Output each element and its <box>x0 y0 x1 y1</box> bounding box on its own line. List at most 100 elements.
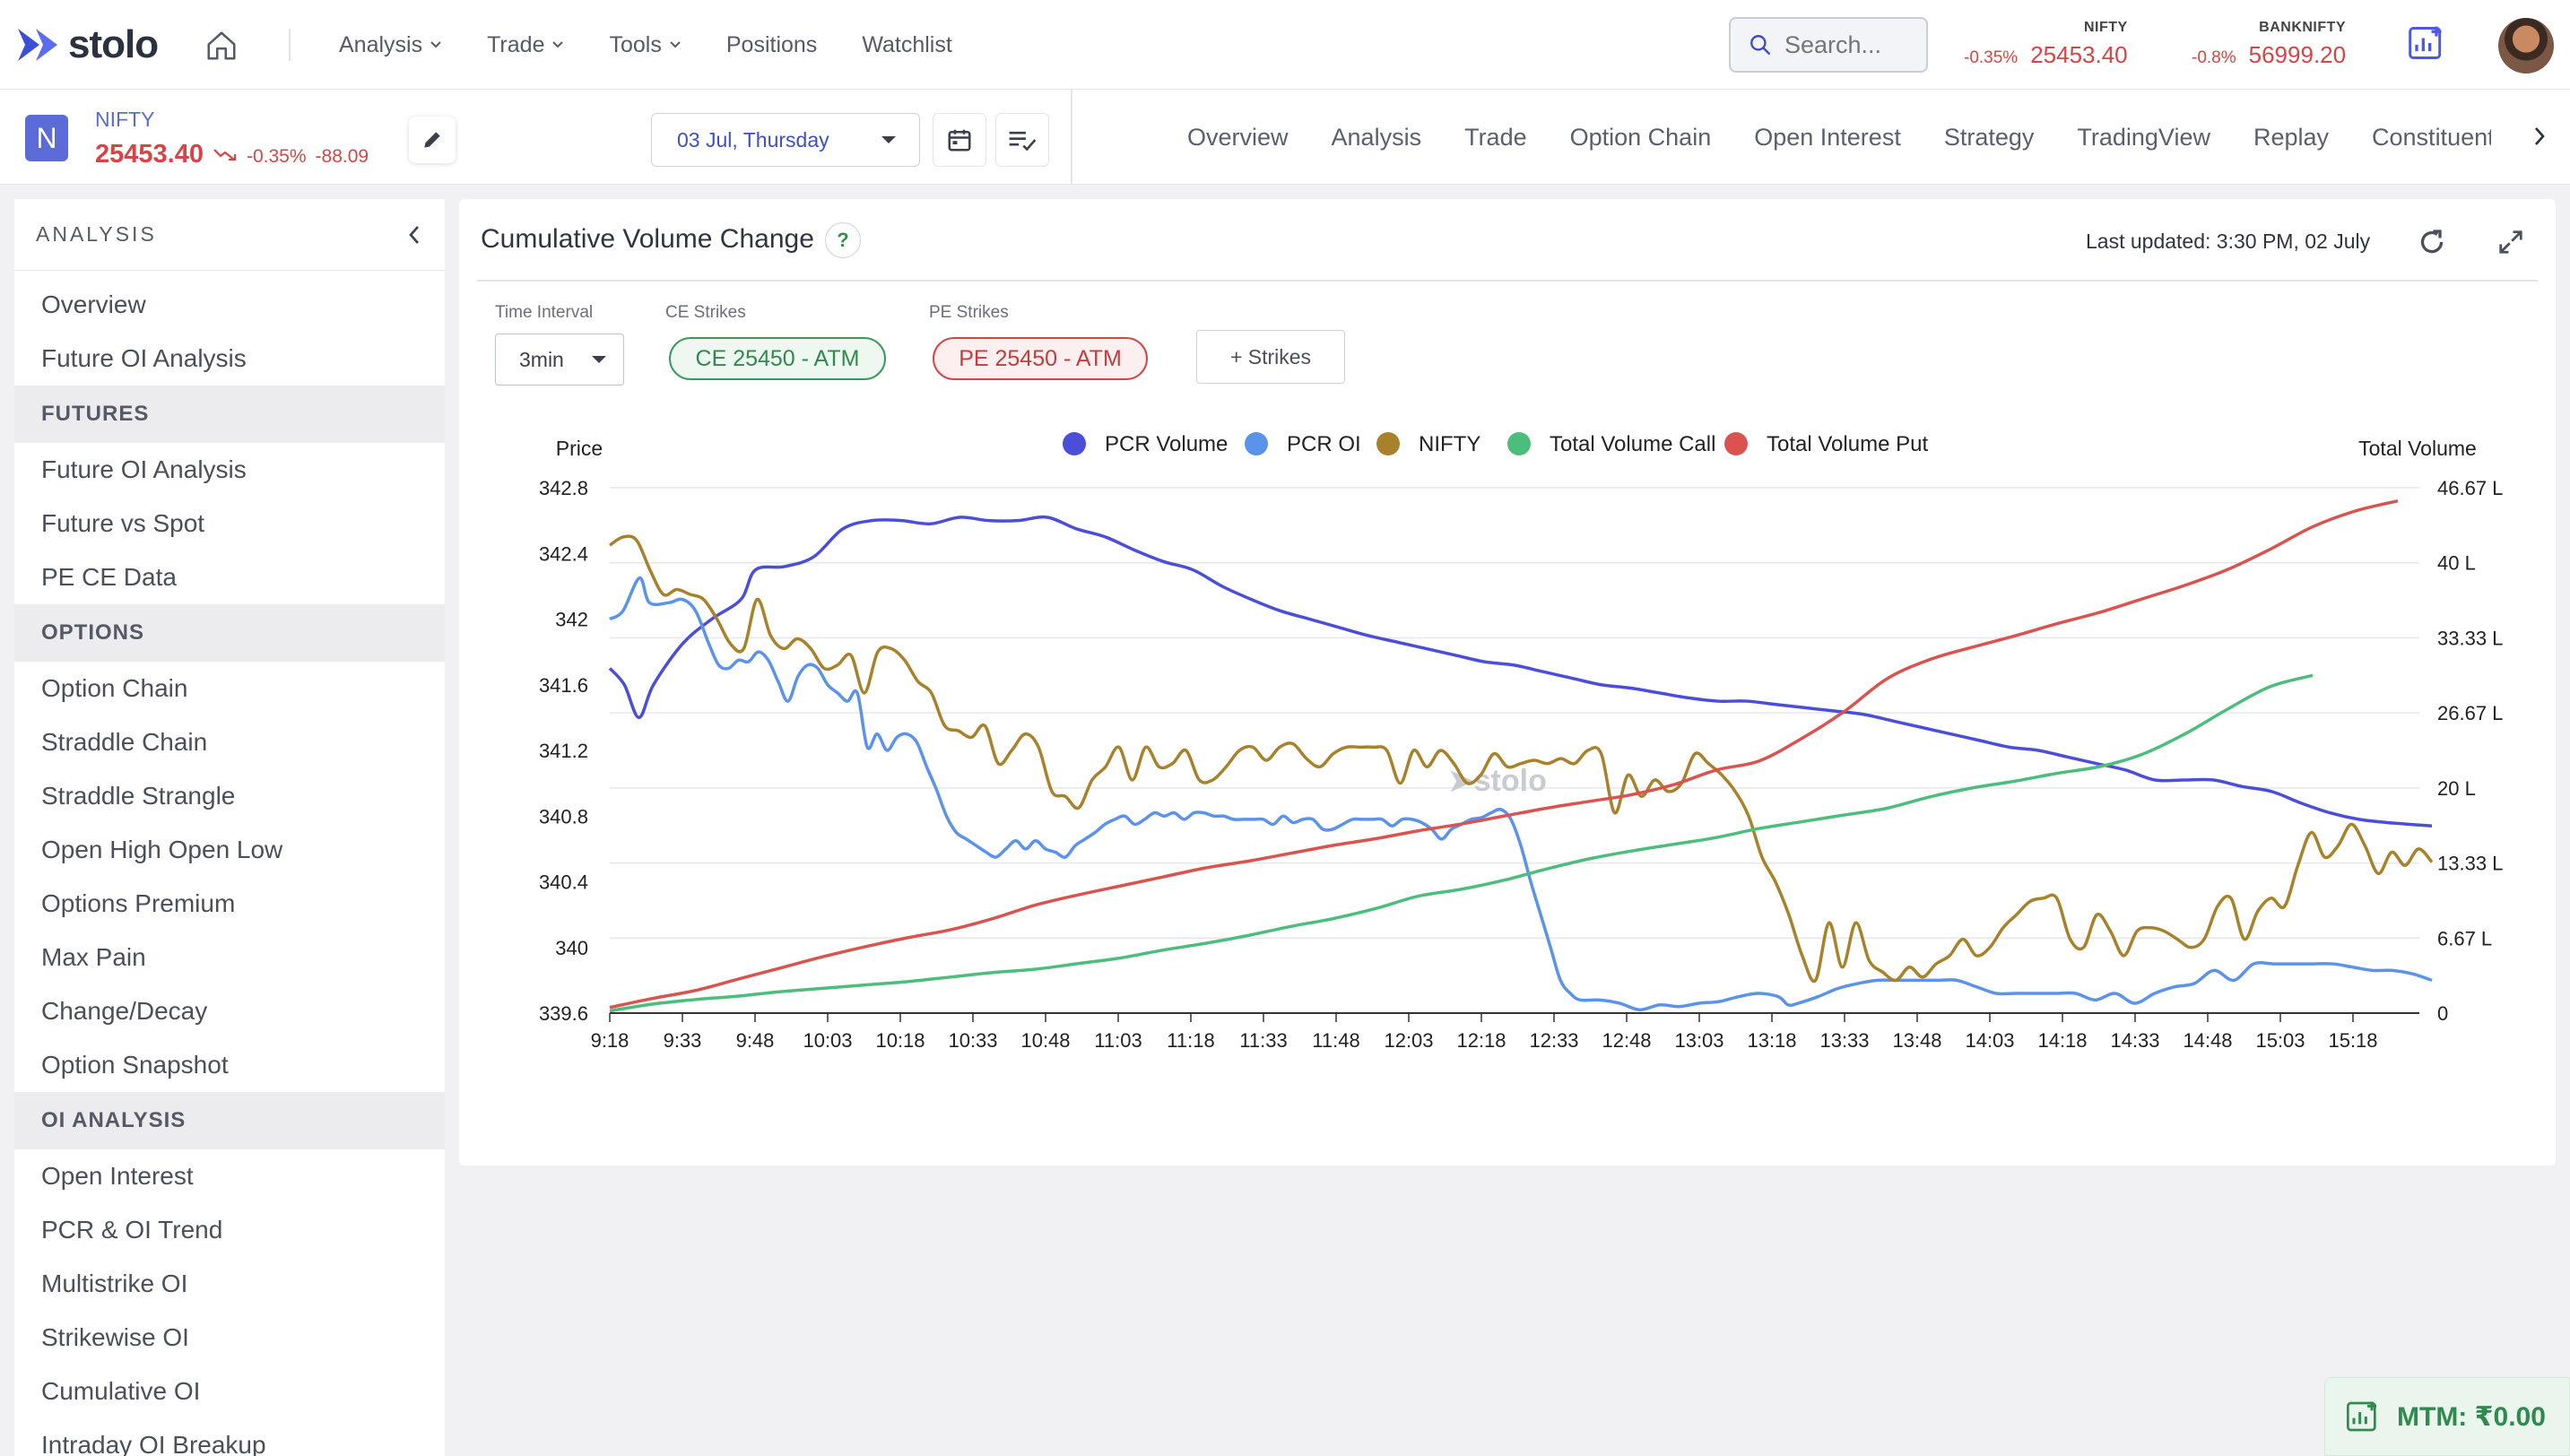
sidebar-item-options-premium[interactable]: Options Premium <box>41 889 236 917</box>
ticker-name: BANKNIFTY <box>2259 20 2347 35</box>
legend-marker[interactable] <box>1245 432 1268 455</box>
symbol-price-row: 25453.40 -0.35% -88.09 <box>95 140 369 169</box>
nav-tools[interactable]: Tools <box>609 32 681 58</box>
sidebar-section-options: OPTIONS <box>14 604 445 662</box>
legend-marker[interactable] <box>1724 432 1748 455</box>
chevron-down-icon <box>430 41 441 48</box>
tab-strategy[interactable]: Strategy <box>1943 123 2035 151</box>
sidebar-item-future-oi-analysis-2[interactable]: Future OI Analysis <box>41 455 247 483</box>
user-avatar[interactable] <box>2498 18 2554 74</box>
nav-analysis[interactable]: Analysis <box>339 32 442 58</box>
series-line-pcr-oi[interactable] <box>609 576 2433 1012</box>
sidebar-item-pcr-oi-trend[interactable]: PCR & OI Trend <box>41 1216 223 1244</box>
expiry-value: 03 Jul, Thursday <box>677 127 829 152</box>
sidebar-item-change-decay[interactable]: Change/Decay <box>41 997 208 1025</box>
calendar-icon <box>948 129 971 152</box>
calendar-button[interactable] <box>933 113 986 167</box>
right-axis-tick: 20 L <box>2437 777 2476 800</box>
legend-label[interactable]: PCR OI <box>1287 432 1361 456</box>
add-chart-icon <box>2409 26 2442 59</box>
right-axis-tick: 40 L <box>2437 552 2476 575</box>
chevron-down-icon <box>552 41 564 48</box>
expand-button[interactable] <box>2488 219 2534 265</box>
stolo-logo-icon <box>18 29 57 61</box>
series-line-total-volume-put[interactable] <box>609 498 2399 1010</box>
x-axis-tick: 11:03 <box>1094 1029 1142 1052</box>
time-interval-select[interactable]: 3min <box>495 334 624 386</box>
tab-tradingview[interactable]: TradingView <box>2077 123 2210 151</box>
ce-strike-chip[interactable]: CE 25450 - ATM <box>669 337 886 380</box>
sidebar-item-option-snapshot[interactable]: Option Snapshot <box>41 1051 229 1079</box>
sidebar-item-intraday-oi-breakup[interactable]: Intraday OI Breakup <box>41 1431 266 1456</box>
help-button[interactable]: ? <box>825 222 861 258</box>
sidebar-item-option-chain[interactable]: Option Chain <box>41 674 188 702</box>
sidebar-item-overview[interactable]: Overview <box>41 290 146 318</box>
legend-marker[interactable] <box>1376 432 1400 455</box>
series-line-nifty[interactable] <box>609 534 2434 984</box>
x-axis-tick: 9:48 <box>736 1029 775 1052</box>
home-button[interactable] <box>201 25 242 66</box>
add-chart-icon <box>2347 1401 2376 1432</box>
sidebar-item-future-vs-spot[interactable]: Future vs Spot <box>41 509 205 537</box>
x-axis-tick: 14:33 <box>2110 1029 2159 1052</box>
sidebar-item-pe-ce-data[interactable]: PE CE Data <box>41 563 177 591</box>
mtm-value: MTM: ₹0.00 <box>2397 1401 2546 1432</box>
legend-marker[interactable] <box>1063 432 1086 455</box>
edit-symbol-button[interactable] <box>409 117 456 163</box>
tabs-scroll-right-button[interactable] <box>2520 117 2559 156</box>
series-line-total-volume-call[interactable] <box>609 673 2314 1013</box>
add-chart-button[interactable] <box>2407 23 2450 66</box>
sidebar-item-future-oi-analysis[interactable]: Future OI Analysis <box>41 344 247 372</box>
sidebar-item-straddle-strangle[interactable]: Straddle Strangle <box>41 782 236 810</box>
x-axis-tick: 14:03 <box>1965 1029 2014 1052</box>
tab-replay[interactable]: Replay <box>2253 123 2330 151</box>
subbar-divider <box>1071 90 1072 185</box>
sidebar-item-straddle-chain[interactable]: Straddle Chain <box>41 728 208 756</box>
sidebar-item-open-high-open-low[interactable]: Open High Open Low <box>41 836 283 863</box>
right-axis-tick: 0 <box>2437 1002 2448 1025</box>
x-axis-tick: 14:48 <box>2183 1029 2232 1052</box>
search-box[interactable] <box>1729 17 1928 73</box>
legend-label[interactable]: PCR Volume <box>1105 432 1228 456</box>
pe-strike-chip[interactable]: PE 25450 - ATM <box>933 337 1148 380</box>
nav-positions[interactable]: Positions <box>726 32 817 58</box>
tab-trade[interactable]: Trade <box>1464 123 1527 151</box>
add-strikes-button[interactable]: + Strikes <box>1196 330 1345 384</box>
sidebar-item-strikewise-oi[interactable]: Strikewise OI <box>41 1323 189 1351</box>
symbol-badge: N <box>25 115 68 161</box>
tab-constituents[interactable]: Constituents <box>2372 123 2491 151</box>
legend-label[interactable]: Total Volume Call <box>1550 432 1715 456</box>
ticker-change: -0.35% <box>1964 48 2019 67</box>
tab-analysis[interactable]: Analysis <box>1331 123 1422 151</box>
legend-label[interactable]: NIFTY <box>1419 432 1480 456</box>
list-check-button[interactable] <box>995 113 1049 167</box>
nav-trade[interactable]: Trade <box>487 32 564 58</box>
refresh-button[interactable] <box>2409 219 2455 265</box>
nav-watchlist[interactable]: Watchlist <box>862 32 951 58</box>
ticker-nifty[interactable]: NIFTY -0.35% 25453.40 <box>1964 20 2128 69</box>
sidebar-item-max-pain[interactable]: Max Pain <box>41 943 146 971</box>
top-navbar: stolo Analysis Trade Tools Positions Wat… <box>0 0 2570 90</box>
nav-divider <box>289 29 291 61</box>
left-axis-tick: 342.4 <box>539 542 588 565</box>
tab-overview[interactable]: Overview <box>1187 123 1289 151</box>
collapse-chevron-left-icon[interactable] <box>407 223 421 247</box>
ticker-banknifty[interactable]: BANKNIFTY -0.8% 56999.20 <box>2192 20 2346 69</box>
sidebar-item-cumulative-oi[interactable]: Cumulative OI <box>41 1377 201 1405</box>
tab-open-interest[interactable]: Open Interest <box>1754 123 1901 151</box>
legend-label[interactable]: Total Volume Put <box>1767 432 1928 456</box>
analysis-sidebar: ANALYSIS Overview Future OI Analysis FUT… <box>14 199 445 1456</box>
sidebar-item-multistrike-oi[interactable]: Multistrike OI <box>41 1270 188 1297</box>
search-input[interactable] <box>1784 30 1919 59</box>
legend-marker[interactable] <box>1507 432 1531 455</box>
x-axis-tick: 15:18 <box>2328 1029 2377 1052</box>
mtm-widget[interactable]: MTM: ₹0.00 <box>2324 1377 2570 1456</box>
brand-name: stolo <box>68 22 159 66</box>
x-axis-tick: 12:03 <box>1384 1029 1433 1052</box>
symbol-name: NIFTY <box>95 108 155 131</box>
sidebar-item-open-interest[interactable]: Open Interest <box>41 1162 194 1190</box>
brand-logo[interactable]: stolo <box>16 22 159 68</box>
left-axis-tick: 340.4 <box>539 871 588 894</box>
tab-option-chain[interactable]: Option Chain <box>1569 123 1712 151</box>
expiry-select[interactable]: 03 Jul, Thursday <box>651 113 920 167</box>
